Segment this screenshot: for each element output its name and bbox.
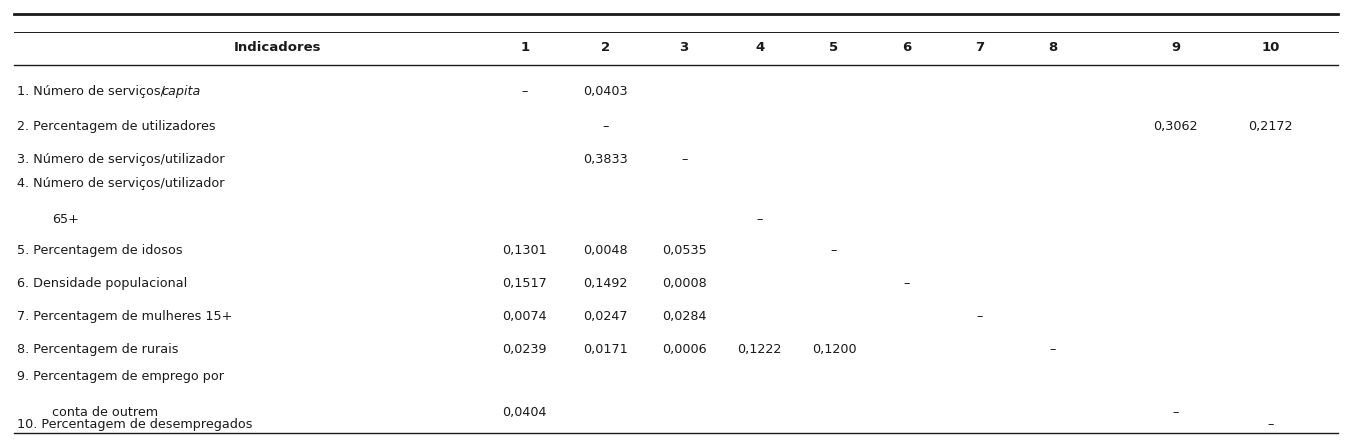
- Text: 0,0284: 0,0284: [662, 310, 706, 323]
- Text: 1: 1: [521, 41, 529, 54]
- Text: –: –: [1267, 418, 1274, 431]
- Text: –: –: [976, 310, 983, 323]
- Text: 0,1301: 0,1301: [503, 244, 548, 256]
- Text: 0,2172: 0,2172: [1248, 120, 1293, 133]
- Text: 65+: 65+: [51, 213, 78, 226]
- Text: –: –: [757, 213, 763, 226]
- Text: 9. Percentagem de emprego por: 9. Percentagem de emprego por: [18, 370, 224, 384]
- Text: Indicadores: Indicadores: [234, 41, 322, 54]
- Text: –: –: [522, 85, 527, 98]
- Text: –: –: [603, 120, 608, 133]
- Text: –: –: [903, 277, 910, 290]
- Text: 0,1492: 0,1492: [584, 277, 627, 290]
- Text: 10. Percentagem de desempregados: 10. Percentagem de desempregados: [18, 418, 253, 431]
- Text: –: –: [831, 244, 837, 256]
- Text: 8. Percentagem de rurais: 8. Percentagem de rurais: [18, 343, 178, 356]
- Text: 0,0404: 0,0404: [503, 406, 548, 419]
- Text: conta de outrem: conta de outrem: [51, 406, 158, 419]
- Text: 0,3833: 0,3833: [584, 153, 629, 166]
- Text: 10: 10: [1261, 41, 1279, 54]
- Text: 5. Percentagem de idosos: 5. Percentagem de idosos: [18, 244, 183, 256]
- Text: 6. Densidade populacional: 6. Densidade populacional: [18, 277, 187, 290]
- Text: 6: 6: [902, 41, 911, 54]
- Text: 0,0535: 0,0535: [661, 244, 707, 256]
- Text: 0,3062: 0,3062: [1153, 120, 1198, 133]
- Text: –: –: [1172, 406, 1179, 419]
- Text: 0,0074: 0,0074: [503, 310, 548, 323]
- Text: 2: 2: [602, 41, 610, 54]
- Text: 1. Número de serviços/: 1. Número de serviços/: [18, 85, 165, 98]
- Text: 7: 7: [975, 41, 984, 54]
- Text: 0,0403: 0,0403: [584, 85, 629, 98]
- Text: 0,0008: 0,0008: [661, 277, 707, 290]
- Text: 2. Percentagem de utilizadores: 2. Percentagem de utilizadores: [18, 120, 215, 133]
- Text: 0,0048: 0,0048: [584, 244, 629, 256]
- Text: 5: 5: [830, 41, 838, 54]
- Text: 4: 4: [756, 41, 764, 54]
- Text: 0,0247: 0,0247: [584, 310, 629, 323]
- Text: 3. Número de serviços/utilizador: 3. Número de serviços/utilizador: [18, 153, 224, 166]
- Text: capita: capita: [161, 85, 200, 98]
- Text: 0,1222: 0,1222: [738, 343, 781, 356]
- Text: 0,0239: 0,0239: [503, 343, 548, 356]
- Text: 0,1200: 0,1200: [811, 343, 856, 356]
- Text: 7. Percentagem de mulheres 15+: 7. Percentagem de mulheres 15+: [18, 310, 233, 323]
- Text: –: –: [1049, 343, 1056, 356]
- Text: 3: 3: [680, 41, 688, 54]
- Text: 0,1517: 0,1517: [503, 277, 548, 290]
- Text: 0,0171: 0,0171: [584, 343, 629, 356]
- Text: 9: 9: [1171, 41, 1180, 54]
- Text: 4. Número de serviços/utilizador: 4. Número de serviços/utilizador: [18, 178, 224, 190]
- Text: 0,0006: 0,0006: [661, 343, 706, 356]
- Text: 8: 8: [1048, 41, 1057, 54]
- Text: –: –: [681, 153, 687, 166]
